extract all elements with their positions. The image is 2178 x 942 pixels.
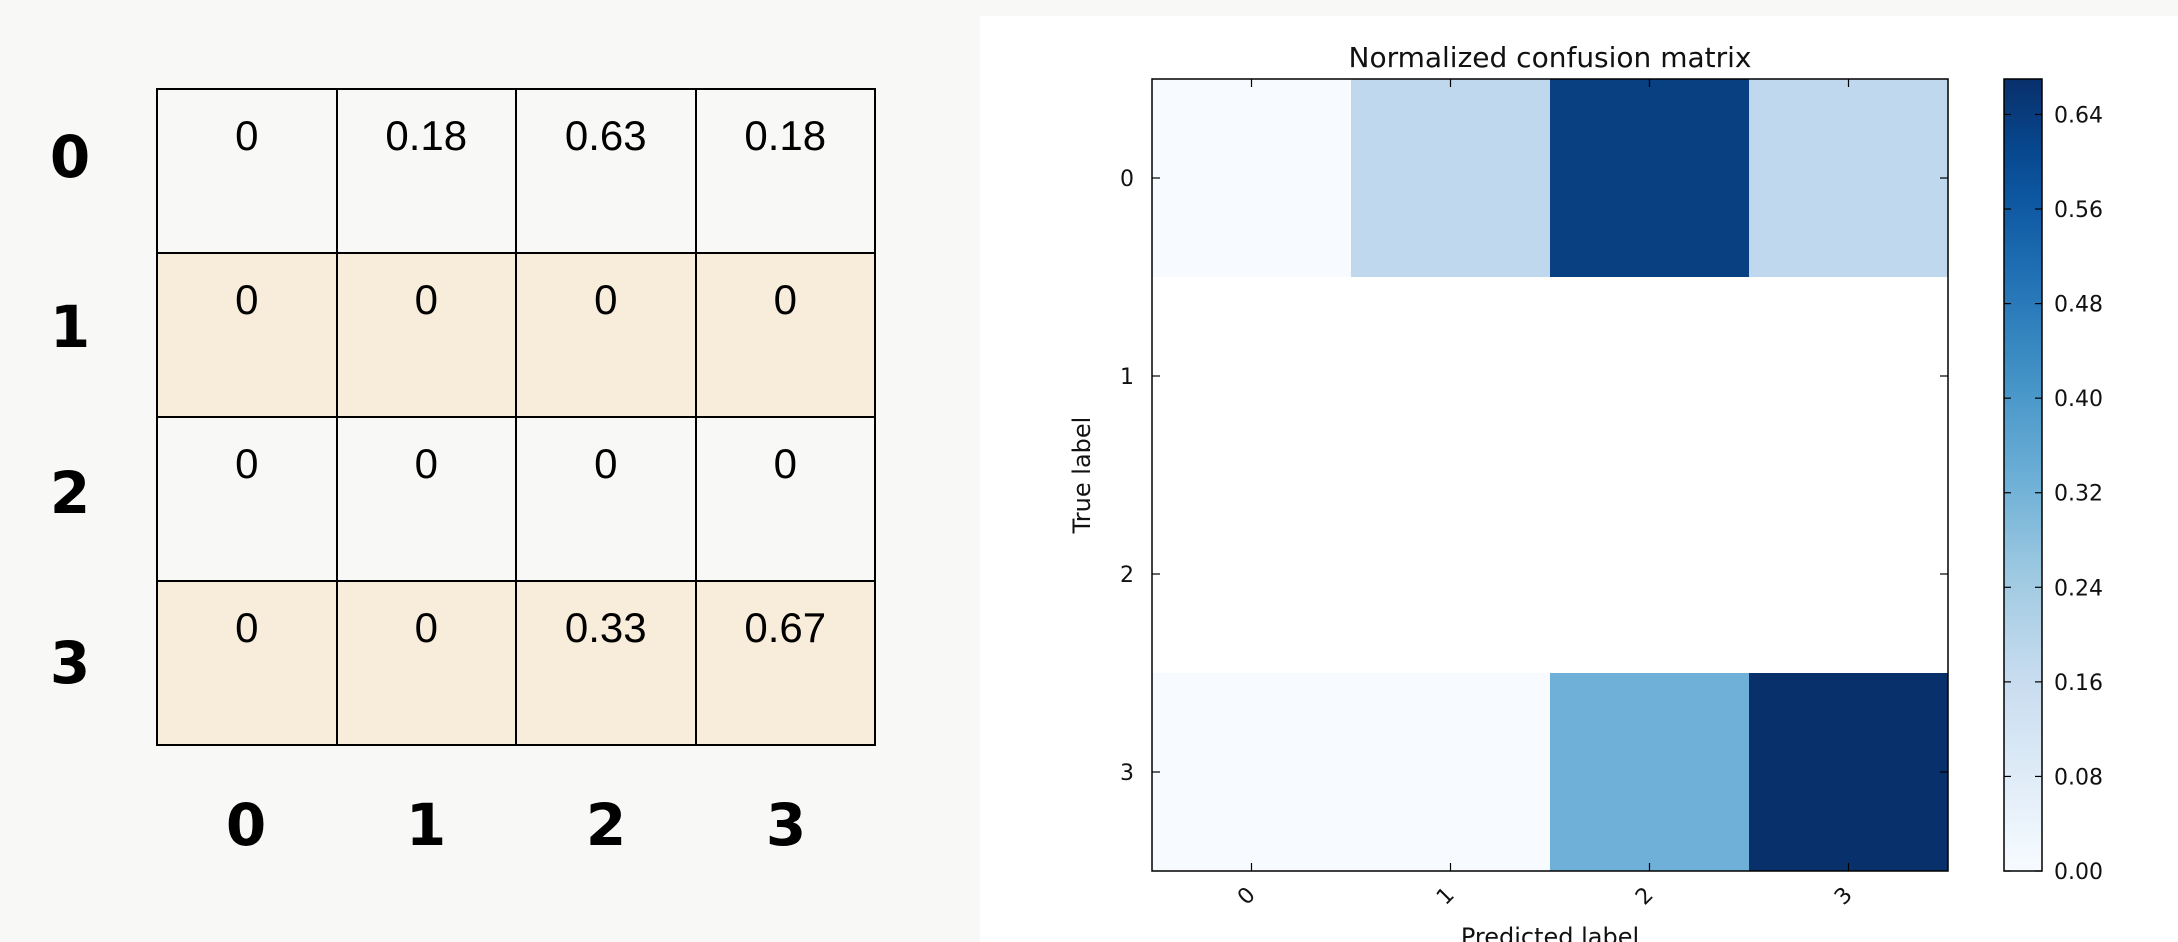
- row-label: 1: [49, 293, 91, 361]
- confusion-table: 0 0.18 0.63 0.18 0 0 0 0 0 0 0 0 0 0 0.3…: [156, 88, 876, 746]
- table-cell: 0: [515, 252, 697, 418]
- chart-title: Normalized confusion matrix: [1349, 41, 1752, 74]
- table-row: 0 0 0 0: [156, 252, 876, 418]
- heatmap-panel: Normalized confusion matrix 0 1 2 3 0 1 2 3 True …: [980, 16, 2178, 942]
- table-row: 0 0 0.33 0.67: [156, 580, 876, 746]
- colorbar-tick-label: 0.08: [2054, 765, 2103, 790]
- heatmap-cell: [1550, 673, 1750, 872]
- col-label: 1: [405, 791, 447, 859]
- table-cell: 0: [335, 252, 517, 418]
- table-cell: 0: [335, 580, 517, 746]
- x-tick-label: 3: [1830, 883, 1858, 911]
- plot-frame: [1151, 78, 1949, 872]
- heatmap-cell: [1550, 475, 1750, 674]
- y-axis-label: True label: [1068, 417, 1096, 535]
- x-axis-label: Predicted label: [1461, 923, 1639, 942]
- colorbar: [2003, 78, 2043, 872]
- table-cell: 0: [156, 252, 338, 418]
- heatmap-cell: [1749, 673, 1949, 872]
- table-cell: 0: [156, 580, 338, 746]
- row-label: 2: [49, 459, 91, 527]
- col-label: 0: [225, 791, 267, 859]
- heatmap-cell: [1749, 277, 1949, 476]
- col-label: 3: [765, 791, 807, 859]
- heatmap-cell: [1351, 673, 1551, 872]
- x-tick-label: 0: [1233, 883, 1261, 911]
- table-cell: 0: [156, 416, 338, 582]
- y-tick-label: 2: [1120, 563, 1134, 588]
- table-cell: 0: [694, 416, 876, 582]
- y-tick-label: 3: [1120, 761, 1134, 786]
- row-label: 3: [49, 629, 91, 697]
- heatmap-cell: [1351, 79, 1551, 278]
- colorbar-tick-label: 0.64: [2054, 103, 2103, 128]
- colorbar-tick-label: 0.32: [2054, 482, 2103, 507]
- heatmap-cell: [1351, 475, 1551, 674]
- y-tick-label: 0: [1120, 167, 1134, 192]
- heatmap-cell: [1152, 79, 1352, 278]
- table-cell: 0.18: [335, 88, 517, 254]
- col-label: 2: [585, 791, 627, 859]
- table-cell: 0: [515, 416, 697, 582]
- table-cell: 0: [694, 252, 876, 418]
- heatmap-cell: [1550, 277, 1750, 476]
- table-cell: 0.18: [694, 88, 876, 254]
- heatmap-cell: [1152, 277, 1352, 476]
- table-cell: 0: [335, 416, 517, 582]
- colorbar-tick-label: 0.56: [2054, 198, 2103, 223]
- x-tick-label: 2: [1631, 883, 1659, 911]
- heatmap-cell: [1749, 79, 1949, 278]
- heatmap-cell: [1152, 475, 1352, 674]
- table-row: 0 0.18 0.63 0.18: [156, 88, 876, 254]
- heatmap-cell: [1152, 673, 1352, 872]
- heatmap-cell: [1351, 277, 1551, 476]
- heatmap-cell: [1550, 79, 1750, 278]
- row-label: 0: [49, 123, 91, 191]
- table-cell: 0: [156, 88, 338, 254]
- table-cell: 0.33: [515, 580, 697, 746]
- x-tick-label: 1: [1432, 883, 1460, 911]
- heatmap-cell: [1749, 475, 1949, 674]
- table-cell: 0.67: [694, 580, 876, 746]
- colorbar-tick-label: 0.16: [2054, 671, 2103, 696]
- colorbar-tick-label: 0.40: [2054, 387, 2103, 412]
- y-tick-label: 1: [1120, 365, 1134, 390]
- confusion-heatmap: Normalized confusion matrix 0 1 2 3 0 1 2 3 True …: [1068, 41, 2103, 942]
- confusion-table-panel: 0 1 2 3 0 0.18 0.63 0.18 0 0 0 0 0 0 0 0…: [0, 0, 980, 942]
- table-row: 0 0 0 0: [156, 416, 876, 582]
- colorbar-tick-label: 0.00: [2054, 860, 2103, 885]
- table-cell: 0.63: [515, 88, 697, 254]
- colorbar-tick-label: 0.24: [2054, 576, 2103, 601]
- colorbar-tick-label: 0.48: [2054, 293, 2103, 318]
